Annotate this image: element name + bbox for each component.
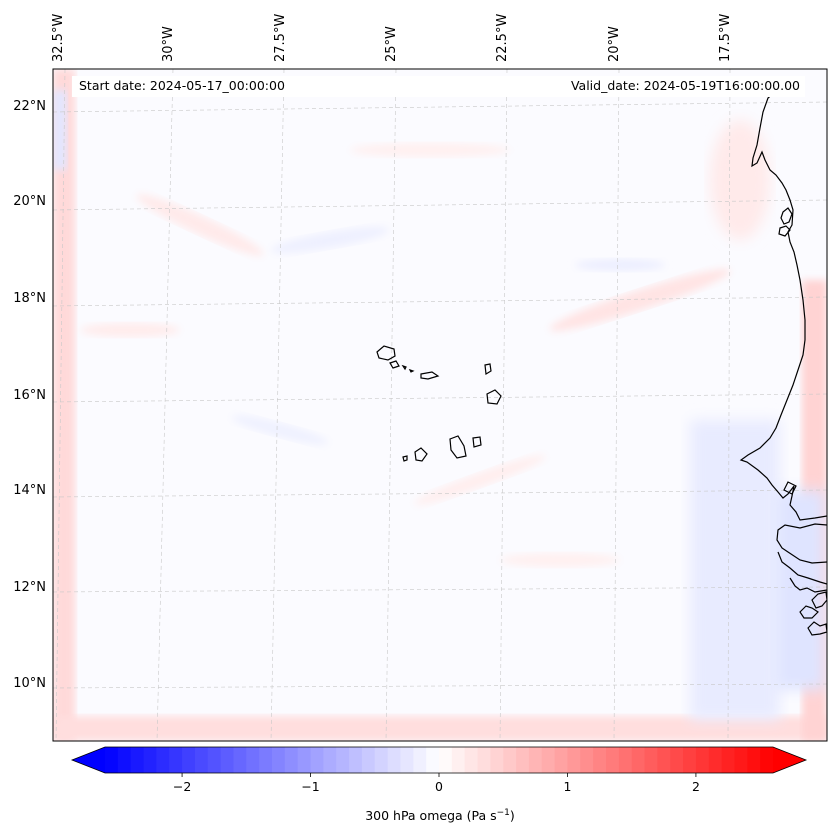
colorbar-segment — [207, 747, 222, 773]
colorbar-segment — [490, 747, 504, 773]
colorbar-segment — [361, 747, 376, 773]
colorbar-tick-label: 2 — [691, 779, 700, 794]
valid-date-text: Valid_date: 2024-05-19T16:00:00.00 — [570, 78, 800, 93]
colorbar-segment — [259, 747, 273, 773]
colorbar-tick-label: 0 — [435, 779, 443, 794]
colorbar-segment — [387, 747, 402, 773]
colorbar-segment — [439, 747, 453, 773]
colorbar-segment — [606, 747, 620, 773]
colorbar-segment — [272, 747, 286, 773]
colorbar-tick-label: −1 — [301, 779, 320, 794]
colorbar-segment — [413, 747, 427, 773]
colorbar-segment — [683, 747, 697, 773]
colorbar-segment — [760, 747, 774, 773]
omega-field — [53, 69, 827, 741]
lon-label: 32.5°W — [51, 13, 66, 62]
lat-label: 18°N — [13, 291, 46, 306]
colorbar-label: 300 hPa omega (Pa s−1) — [365, 808, 515, 823]
colorbar-label-main: 300 hPa omega (Pa s — [365, 808, 497, 824]
colorbar-segment — [220, 747, 235, 773]
colorbar-segment — [400, 747, 414, 773]
colorbar-segment — [541, 747, 556, 773]
lon-label: 20°W — [607, 26, 622, 62]
colorbar-segment — [143, 747, 157, 773]
colorbar-segment — [284, 747, 299, 773]
lon-label: 17.5°W — [718, 13, 733, 62]
bottom-edge-band — [53, 716, 827, 741]
colorbar-segment — [721, 747, 736, 773]
colorbar-label-exponent: −1 — [496, 808, 510, 818]
lat-label: 14°N — [13, 483, 46, 498]
colorbar-segment — [670, 747, 684, 773]
colorbar-segment — [580, 747, 594, 773]
colorbar-outline — [70, 746, 808, 774]
colorbar-segment — [169, 747, 183, 773]
lat-label: 12°N — [13, 580, 46, 595]
colorbar-segment — [516, 747, 530, 773]
colorbar-segment — [734, 747, 748, 773]
colorbar-segment — [336, 747, 350, 773]
colorbar-segment — [374, 747, 389, 773]
colorbar-segment — [695, 747, 710, 773]
lat-label: 20°N — [13, 194, 46, 209]
info-strip — [72, 76, 805, 97]
colorbar-segment — [246, 747, 260, 773]
colorbar-segment — [349, 747, 363, 773]
colorbar-segment — [130, 747, 145, 773]
colorbar-segment — [477, 747, 491, 773]
colorbar-segment — [310, 747, 324, 773]
colorbar-segment — [657, 747, 671, 773]
colorbar-segment — [323, 747, 337, 773]
colorbar-segment — [747, 747, 761, 773]
colorbar-segment — [528, 747, 543, 773]
colorbar-segment — [105, 747, 119, 773]
colorbar-segment — [297, 747, 312, 773]
colorbar-segment — [503, 747, 517, 773]
lon-label: 30°W — [161, 26, 176, 62]
colorbar-segment — [451, 747, 466, 773]
colorbar-min-extend — [72, 747, 105, 773]
colorbar-segment — [593, 747, 607, 773]
colorbar-tick-label: 1 — [563, 779, 572, 794]
colorbar-tick-label: −2 — [172, 779, 192, 794]
lat-label: 22°N — [13, 99, 46, 114]
colorbar-max-extend — [773, 747, 806, 773]
start-date-text: Start date: 2024-05-17_00:00:00 — [79, 78, 285, 93]
colorbar — [70, 746, 808, 777]
colorbar-segment — [117, 747, 132, 773]
colorbar-segment — [618, 747, 633, 773]
colorbar-segment — [233, 747, 247, 773]
colorbar-segment — [426, 747, 440, 773]
colorbar-segment — [182, 747, 196, 773]
colorbar-segment — [156, 747, 170, 773]
colorbar-segment — [554, 747, 569, 773]
lon-label: 25°W — [384, 26, 399, 62]
colorbar-label-close: ) — [509, 808, 515, 824]
colorbar-segment — [631, 747, 646, 773]
lat-label: 10°N — [13, 676, 46, 691]
lon-label: 22.5°W — [495, 13, 510, 62]
gridlines — [53, 69, 827, 741]
colorbar-segment — [708, 747, 723, 773]
colorbar-segment — [644, 747, 658, 773]
islands — [376, 345, 502, 462]
map-border — [52, 68, 828, 742]
colorbar-segment — [464, 747, 479, 773]
lat-label: 16°N — [13, 388, 46, 403]
colorbar-segment — [194, 747, 209, 773]
colorbar-segment — [567, 747, 581, 773]
lon-label: 27.5°W — [273, 13, 288, 62]
